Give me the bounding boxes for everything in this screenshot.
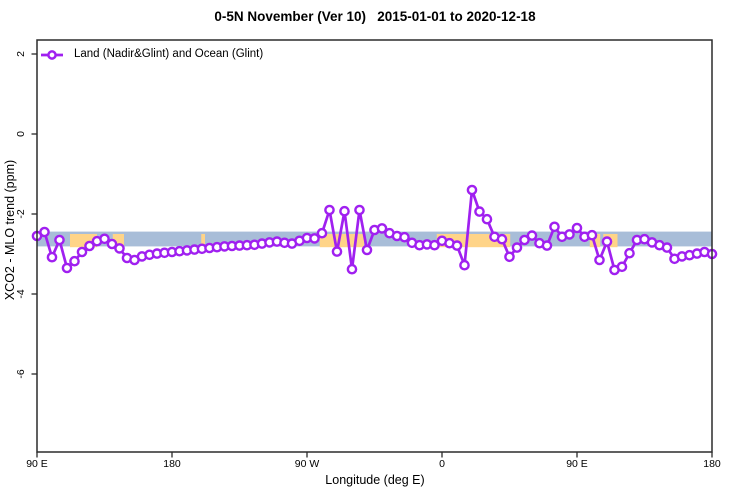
data-point xyxy=(324,204,335,216)
y-tick-label: -4 xyxy=(15,289,27,299)
band-orange-segment xyxy=(319,234,364,248)
x-tick-label: 90 E xyxy=(566,458,588,470)
data-point xyxy=(459,259,470,271)
data-point xyxy=(46,251,58,263)
x-tick-label: 90 E xyxy=(26,458,48,470)
plot-border xyxy=(36,39,713,453)
data-point xyxy=(309,233,320,244)
data-series xyxy=(31,184,718,276)
data-point xyxy=(354,204,365,216)
legend-marker xyxy=(41,50,63,60)
chart-title: 0-5N November (Ver 10) 2015-01-01 to 202… xyxy=(214,9,536,24)
data-point xyxy=(541,240,553,251)
x-tick-label: 0 xyxy=(439,458,445,470)
data-point xyxy=(106,238,118,250)
x-axis-title: Longitude (deg E) xyxy=(325,473,425,487)
data-point xyxy=(504,251,515,263)
y-tick-label: -2 xyxy=(15,209,27,219)
data-point xyxy=(69,255,80,267)
axis-ticks xyxy=(31,53,713,458)
y-tick-label: 2 xyxy=(15,51,27,57)
data-point xyxy=(661,242,673,253)
data-point xyxy=(61,262,73,274)
data-point xyxy=(564,229,575,240)
data-point xyxy=(54,234,65,246)
data-point xyxy=(316,227,328,239)
data-point xyxy=(39,226,50,238)
data-point xyxy=(376,223,388,234)
data-point xyxy=(474,206,485,217)
data-point xyxy=(571,222,583,234)
data-point xyxy=(519,234,530,246)
legend-circle-sample xyxy=(47,50,57,60)
data-point xyxy=(76,246,88,258)
data-point xyxy=(99,233,110,245)
data-point xyxy=(346,263,358,275)
data-point xyxy=(361,244,373,256)
band-orange-segment xyxy=(201,234,205,248)
data-point xyxy=(114,243,125,254)
x-tick-label: 90 W xyxy=(294,458,320,470)
x-tick-label: 180 xyxy=(703,458,721,470)
data-point xyxy=(481,213,493,225)
y-tick-label: -6 xyxy=(15,369,27,379)
data-point xyxy=(601,236,613,247)
data-point xyxy=(496,233,508,245)
x-tick-label: 180 xyxy=(163,458,181,470)
data-point xyxy=(466,184,478,196)
legend-label: Land (Nadir&Glint) and Ocean (Glint) xyxy=(74,48,264,60)
data-point xyxy=(84,240,95,252)
data-point xyxy=(526,230,538,241)
data-point xyxy=(616,261,628,273)
data-point xyxy=(339,205,350,217)
data-point xyxy=(331,246,343,257)
data-point xyxy=(586,229,598,241)
band-orange-segment xyxy=(112,234,124,248)
data-point xyxy=(511,242,523,253)
y-tick-label: 0 xyxy=(15,131,27,137)
data-point xyxy=(451,240,463,251)
data-point xyxy=(549,221,560,233)
data-point xyxy=(429,239,440,251)
data-point xyxy=(594,254,605,266)
data-point xyxy=(624,247,635,259)
data-point xyxy=(399,231,410,243)
